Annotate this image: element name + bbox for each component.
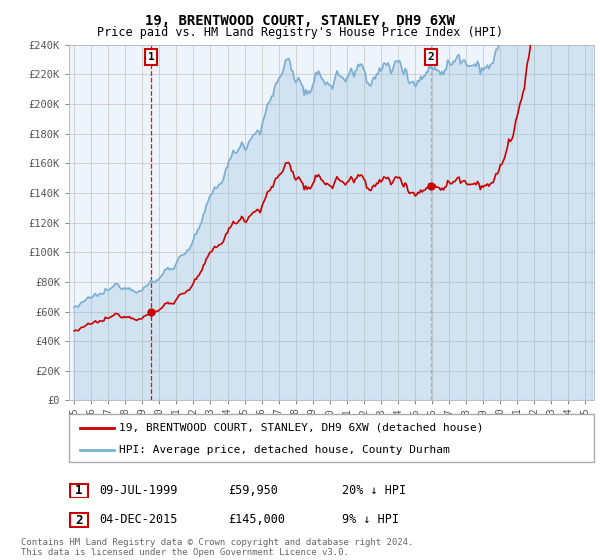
Text: 1: 1 bbox=[148, 52, 155, 62]
Text: 19, BRENTWOOD COURT, STANLEY, DH9 6XW: 19, BRENTWOOD COURT, STANLEY, DH9 6XW bbox=[145, 14, 455, 28]
Text: £59,950: £59,950 bbox=[228, 483, 278, 497]
Text: 9% ↓ HPI: 9% ↓ HPI bbox=[342, 513, 399, 526]
Text: 19, BRENTWOOD COURT, STANLEY, DH9 6XW (detached house): 19, BRENTWOOD COURT, STANLEY, DH9 6XW (d… bbox=[119, 423, 484, 433]
Text: 04-DEC-2015: 04-DEC-2015 bbox=[99, 513, 178, 526]
Text: 2: 2 bbox=[427, 52, 434, 62]
Text: £145,000: £145,000 bbox=[228, 513, 285, 526]
Text: 1: 1 bbox=[75, 484, 83, 497]
FancyBboxPatch shape bbox=[69, 414, 594, 462]
FancyBboxPatch shape bbox=[70, 513, 88, 528]
Text: 2: 2 bbox=[75, 514, 83, 527]
Text: HPI: Average price, detached house, County Durham: HPI: Average price, detached house, Coun… bbox=[119, 445, 449, 455]
FancyBboxPatch shape bbox=[70, 483, 88, 498]
Text: Price paid vs. HM Land Registry's House Price Index (HPI): Price paid vs. HM Land Registry's House … bbox=[97, 26, 503, 39]
Text: 09-JUL-1999: 09-JUL-1999 bbox=[99, 483, 178, 497]
Text: 20% ↓ HPI: 20% ↓ HPI bbox=[342, 483, 406, 497]
Text: Contains HM Land Registry data © Crown copyright and database right 2024.
This d: Contains HM Land Registry data © Crown c… bbox=[21, 538, 413, 557]
